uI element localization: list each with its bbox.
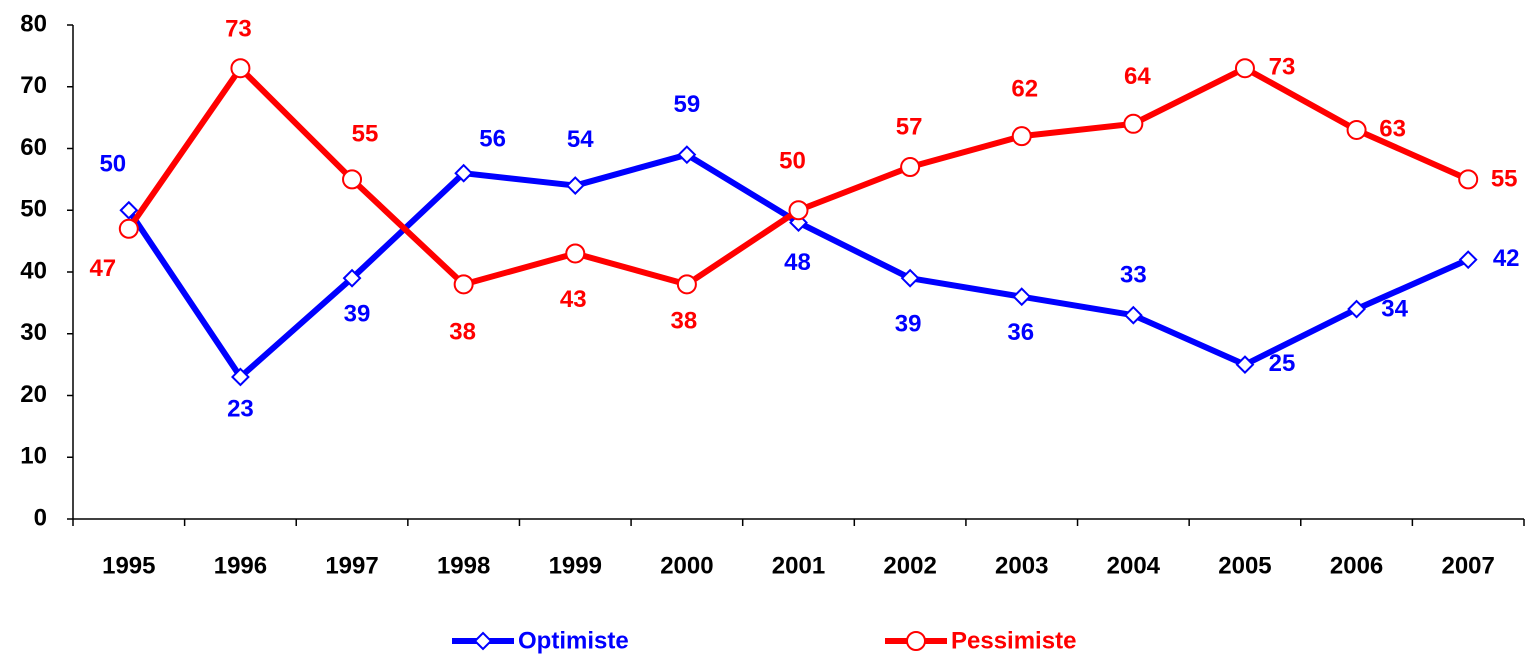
y-tick-label: 80	[20, 10, 47, 37]
data-label: 54	[567, 126, 594, 153]
data-label: 34	[1381, 295, 1408, 322]
data-label: 62	[1011, 75, 1038, 102]
data-label: 47	[89, 255, 116, 282]
marker	[473, 631, 493, 651]
marker	[900, 268, 920, 288]
marker	[565, 243, 586, 264]
y-tick-label: 30	[20, 319, 47, 346]
x-tick-label: 1998	[437, 552, 490, 579]
data-label: 23	[227, 395, 254, 422]
marker	[900, 157, 921, 178]
data-label: 63	[1379, 115, 1406, 142]
data-label: 33	[1120, 262, 1147, 289]
marker	[1123, 113, 1144, 134]
marker	[230, 58, 251, 79]
marker	[1011, 126, 1032, 147]
x-tick-label: 1996	[214, 552, 267, 579]
data-label: 50	[99, 151, 126, 178]
x-tick-label: 2002	[883, 552, 936, 579]
data-label: 39	[344, 301, 371, 328]
data-label: 43	[560, 286, 587, 313]
marker	[118, 218, 139, 239]
data-label: 55	[352, 121, 379, 148]
x-tick-label: 2005	[1218, 552, 1271, 579]
data-label: 64	[1124, 63, 1151, 90]
x-tick-label: 1999	[549, 552, 602, 579]
data-label: 55	[1491, 166, 1518, 193]
y-tick-label: 50	[20, 196, 47, 223]
x-tick-label: 2000	[660, 552, 713, 579]
legend-label: Optimiste	[518, 627, 629, 654]
marker	[677, 145, 697, 165]
y-tick-label: 70	[20, 72, 47, 99]
data-label: 73	[1269, 54, 1296, 81]
data-label: 36	[1007, 319, 1034, 346]
marker	[1346, 119, 1367, 140]
data-label: 42	[1493, 245, 1520, 272]
data-label: 73	[225, 16, 252, 43]
marker	[906, 631, 926, 651]
marker	[231, 367, 250, 387]
marker	[1347, 299, 1366, 319]
legend-label: Pessimiste	[951, 627, 1076, 654]
x-tick-label: 2004	[1107, 552, 1161, 579]
y-tick-label: 10	[20, 443, 47, 470]
data-label: 50	[779, 148, 806, 175]
marker	[565, 176, 585, 195]
marker	[1458, 169, 1479, 190]
marker	[342, 268, 362, 288]
data-label: 56	[479, 126, 506, 153]
marker	[1234, 58, 1255, 79]
x-tick-label: 2001	[772, 552, 825, 579]
data-label: 59	[674, 91, 701, 118]
x-tick-label: 2007	[1441, 552, 1494, 579]
marker	[788, 200, 809, 221]
marker	[342, 169, 363, 190]
data-label: 25	[1269, 350, 1296, 377]
marker	[1123, 305, 1143, 325]
marker	[1235, 355, 1255, 375]
marker	[454, 163, 474, 183]
data-label: 39	[895, 311, 922, 338]
x-tick-label: 2006	[1330, 552, 1383, 579]
x-tick-label: 2003	[995, 552, 1048, 579]
marker	[453, 274, 474, 295]
data-label: 48	[784, 249, 811, 276]
y-tick-label: 0	[34, 504, 47, 531]
y-tick-label: 40	[20, 257, 47, 284]
x-tick-label: 1995	[102, 552, 155, 579]
data-label: 38	[671, 308, 698, 335]
data-label: 57	[896, 113, 923, 140]
y-tick-label: 20	[20, 381, 47, 408]
marker	[1012, 287, 1032, 307]
marker	[1458, 250, 1478, 270]
x-tick-label: 1997	[325, 552, 378, 579]
marker	[676, 274, 697, 295]
marker	[119, 200, 139, 220]
y-tick-label: 60	[20, 134, 47, 161]
data-label: 38	[449, 319, 476, 346]
